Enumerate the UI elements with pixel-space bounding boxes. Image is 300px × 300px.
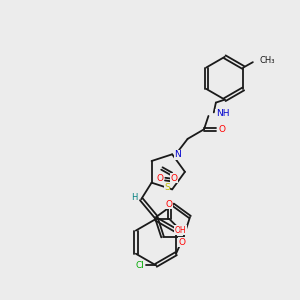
Text: O: O [156,174,163,183]
Text: O: O [218,125,225,134]
Text: N: N [174,150,181,159]
Text: NH: NH [216,109,230,118]
Text: O: O [178,238,185,247]
Text: H: H [131,193,138,202]
Text: O: O [171,174,178,183]
Text: CH₃: CH₃ [260,56,275,64]
Text: OH: OH [175,226,186,235]
Text: Cl: Cl [135,261,144,270]
Text: S: S [164,183,170,192]
Text: O: O [166,200,173,208]
